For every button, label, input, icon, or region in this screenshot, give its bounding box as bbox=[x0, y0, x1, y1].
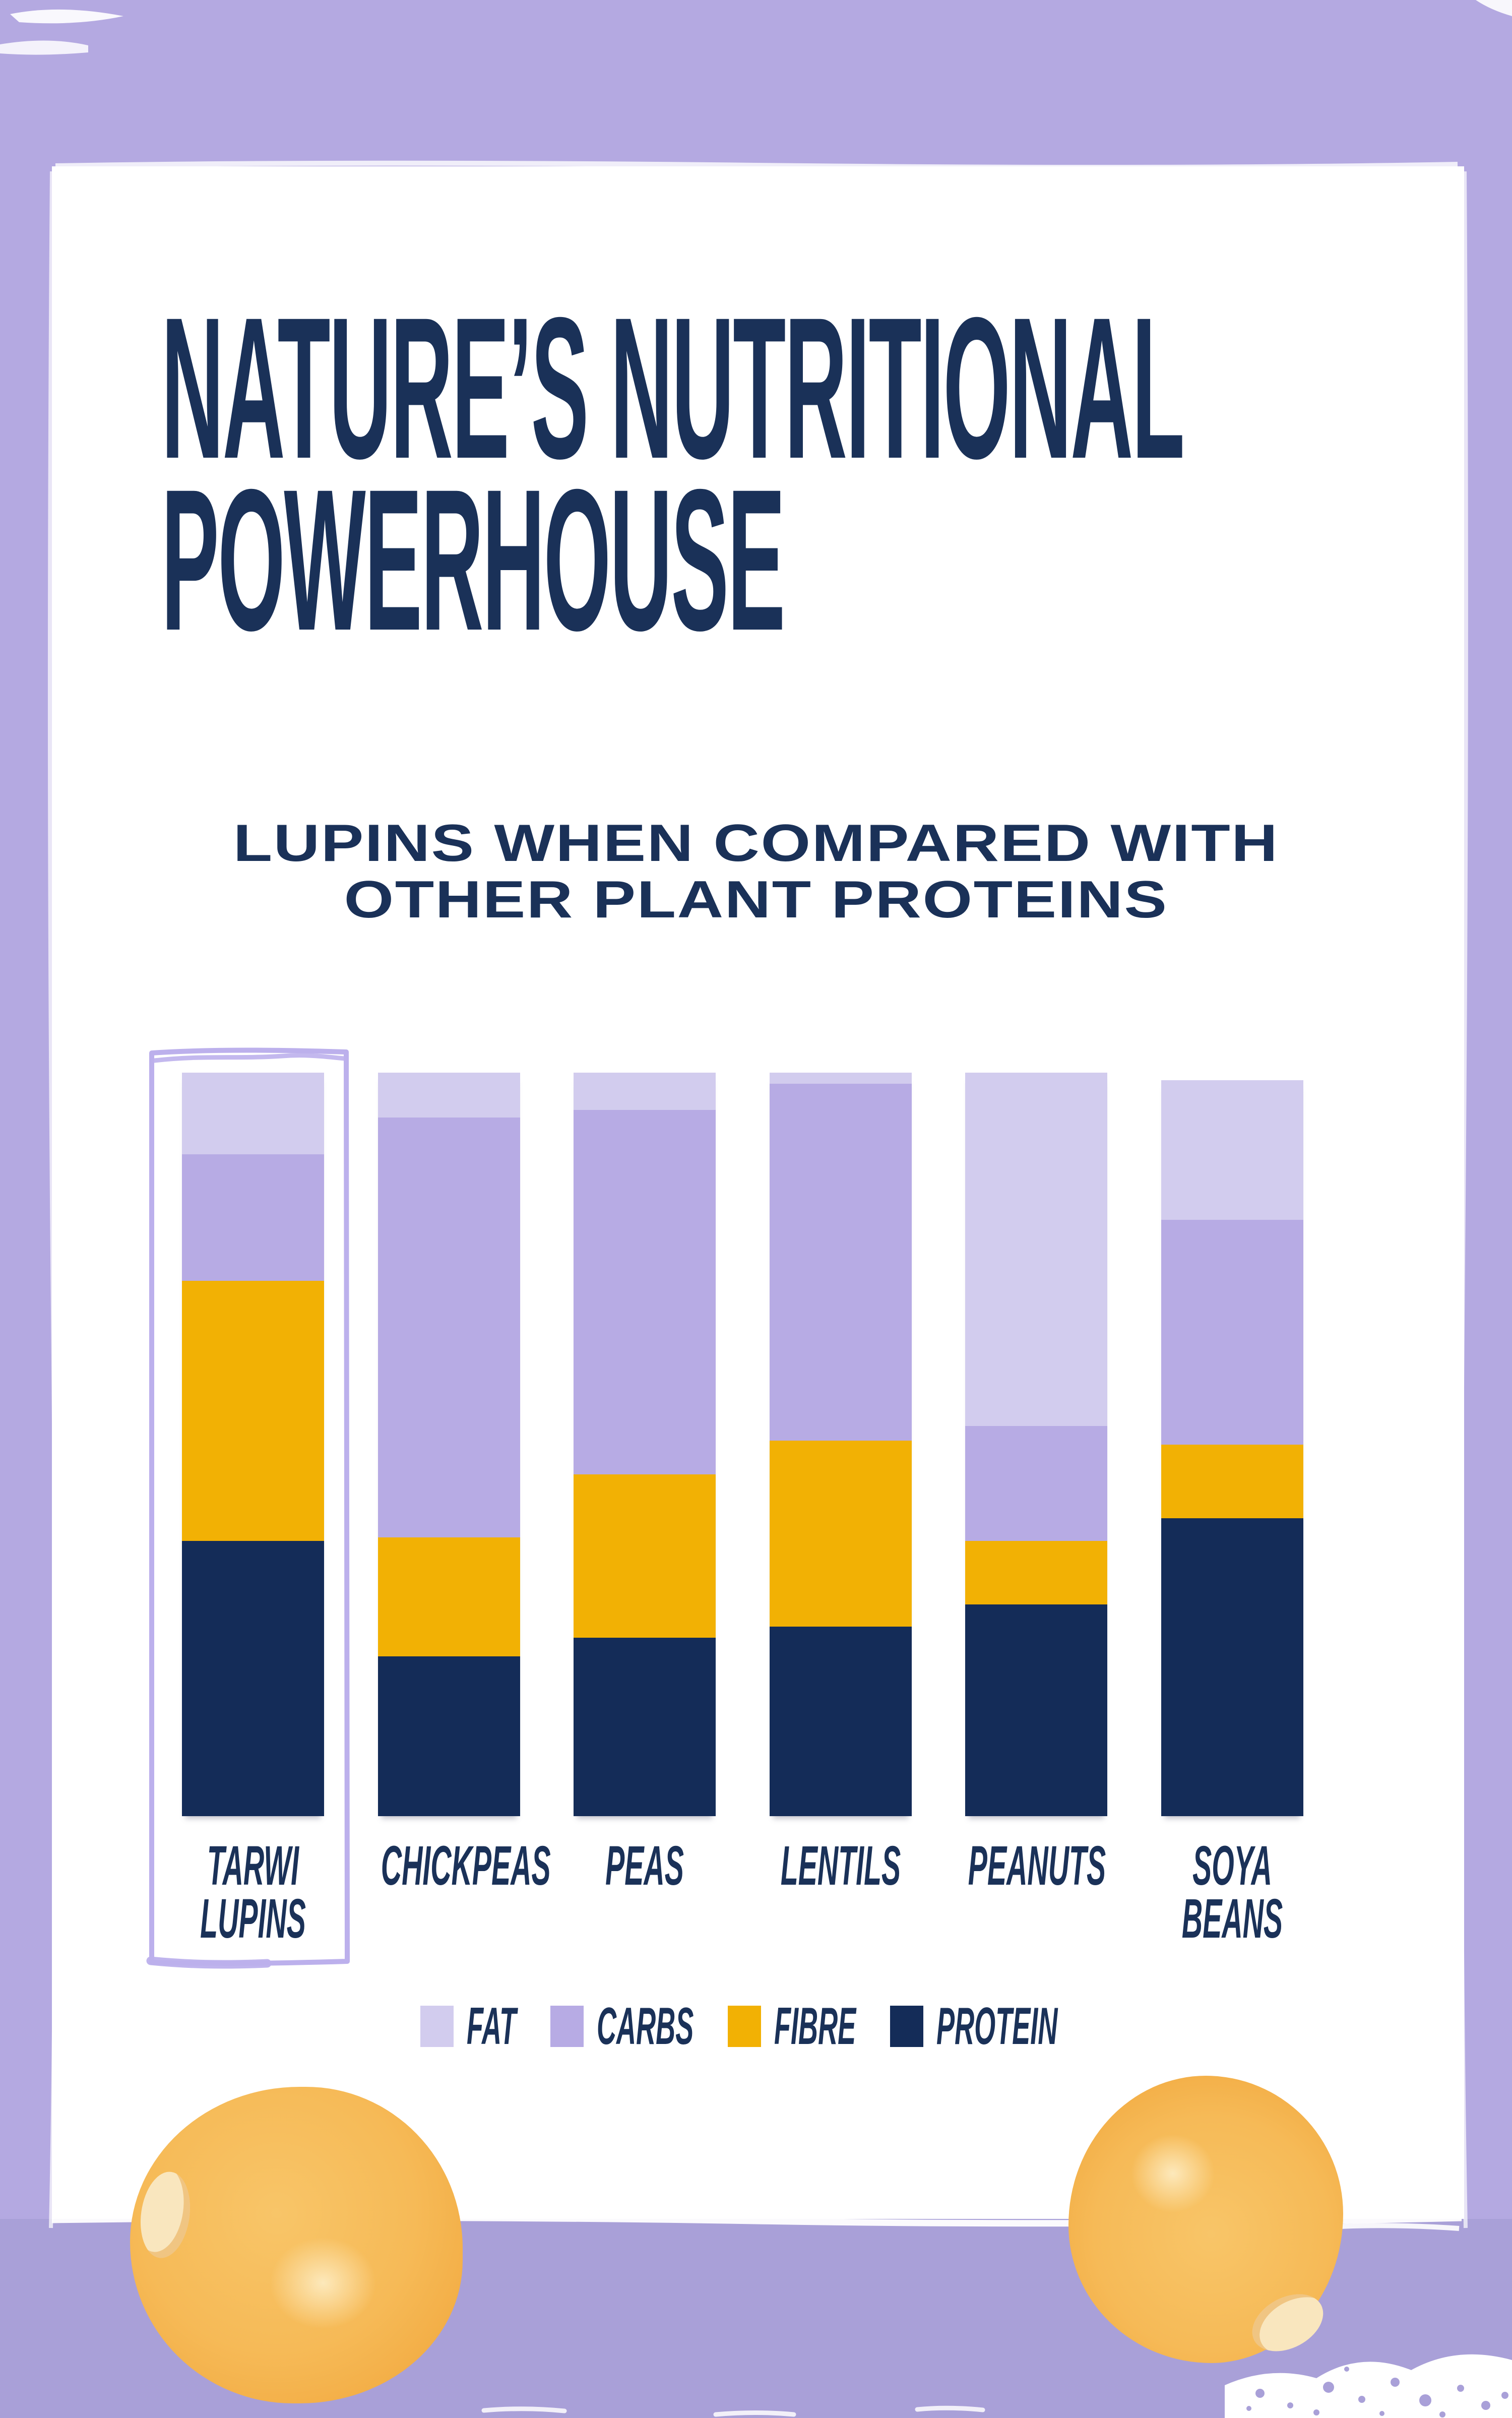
segment-fibre-soya-beans bbox=[1161, 1444, 1303, 1518]
bar-peanuts bbox=[965, 1073, 1107, 1816]
segment-protein-chickpeas bbox=[378, 1656, 520, 1816]
stacked-bar-chart bbox=[182, 1073, 1303, 1816]
frame-border-left bbox=[0, 0, 52, 2418]
segment-protein-peas bbox=[574, 1638, 716, 1816]
segment-fat-peanuts bbox=[965, 1073, 1107, 1426]
legend-item-carbs: CARBS bbox=[550, 2000, 728, 2053]
category-label-soya-beans: SOYA BEANS bbox=[1181, 1835, 1283, 1950]
legend-swatch-protein bbox=[890, 2006, 923, 2047]
poster-title-line1: NATURE’S NUTRITIONAL bbox=[161, 275, 1185, 501]
segment-fat-soya-beans bbox=[1161, 1080, 1303, 1220]
legend-label-protein: PROTEIN bbox=[936, 1997, 1058, 2056]
category-label-chickpeas: CHICKPEAS bbox=[381, 1835, 551, 1897]
bar-soya-beans bbox=[1161, 1080, 1303, 1816]
segment-fat-peas bbox=[574, 1073, 716, 1110]
segment-fat-tarwi-lupins bbox=[182, 1073, 324, 1155]
poster-title-line2: POWERHOUSE bbox=[161, 447, 785, 672]
lupin-bean-illustration-left bbox=[130, 2087, 463, 2403]
segment-fibre-peanuts bbox=[965, 1541, 1107, 1604]
segment-protein-peanuts bbox=[965, 1604, 1107, 1816]
legend-label-fibre: FIBRE bbox=[774, 1997, 856, 2056]
legend-swatch-fat bbox=[420, 2006, 454, 2047]
segment-fat-lentils bbox=[770, 1073, 912, 1084]
category-label-peanuts: PEANUTS bbox=[968, 1835, 1106, 1897]
bar-lentils bbox=[770, 1073, 912, 1816]
poster-subtitle-line2: OTHER PLANT PROTEINS bbox=[344, 871, 1168, 929]
segment-fibre-tarwi-lupins bbox=[182, 1281, 324, 1541]
segment-fibre-chickpeas bbox=[378, 1537, 520, 1656]
segment-fibre-lentils bbox=[770, 1441, 912, 1627]
legend-item-fibre: FIBRE bbox=[727, 1997, 890, 2056]
legend-swatch-carbs bbox=[550, 2006, 584, 2047]
segment-carbs-tarwi-lupins bbox=[182, 1154, 324, 1281]
bar-tarwi-lupins bbox=[182, 1073, 324, 1816]
legend-item-protein: PROTEIN bbox=[890, 2000, 1092, 2053]
category-label-peas: PEAS bbox=[605, 1835, 684, 1897]
legend-label-carbs: CARBS bbox=[596, 1997, 694, 2056]
segment-carbs-soya-beans bbox=[1161, 1220, 1303, 1445]
segment-protein-tarwi-lupins bbox=[182, 1541, 324, 1816]
frame-border-right bbox=[1464, 0, 1512, 2418]
category-label-tarwi-lupins: TARWI LUPINS bbox=[200, 1835, 306, 1950]
segment-protein-soya-beans bbox=[1161, 1518, 1303, 1816]
segment-carbs-chickpeas bbox=[378, 1117, 520, 1537]
bar-chickpeas bbox=[378, 1073, 520, 1816]
segment-carbs-lentils bbox=[770, 1084, 912, 1441]
category-label-lentils: LENTILS bbox=[780, 1835, 901, 1897]
legend-label-fat: FAT bbox=[466, 1997, 516, 2056]
segment-fat-chickpeas bbox=[378, 1073, 520, 1118]
legend-swatch-fibre bbox=[727, 2006, 761, 2047]
segment-carbs-peas bbox=[574, 1109, 716, 1474]
legend-item-fat: FAT bbox=[420, 2000, 550, 2053]
segment-protein-lentils bbox=[770, 1626, 912, 1816]
bean-hilum-left bbox=[135, 2168, 196, 2261]
frame-border-top bbox=[0, 0, 1512, 166]
bar-peas bbox=[574, 1073, 716, 1816]
chart-legend: FAT CARBS FIBRE PROTEIN bbox=[0, 2000, 1512, 2053]
lupin-bean-illustration-right bbox=[1068, 2076, 1343, 2363]
segment-carbs-peanuts bbox=[965, 1425, 1107, 1541]
poster-subtitle-line1: LUPINS WHEN COMPARED WITH bbox=[233, 814, 1279, 873]
segment-fibre-peas bbox=[574, 1474, 716, 1638]
